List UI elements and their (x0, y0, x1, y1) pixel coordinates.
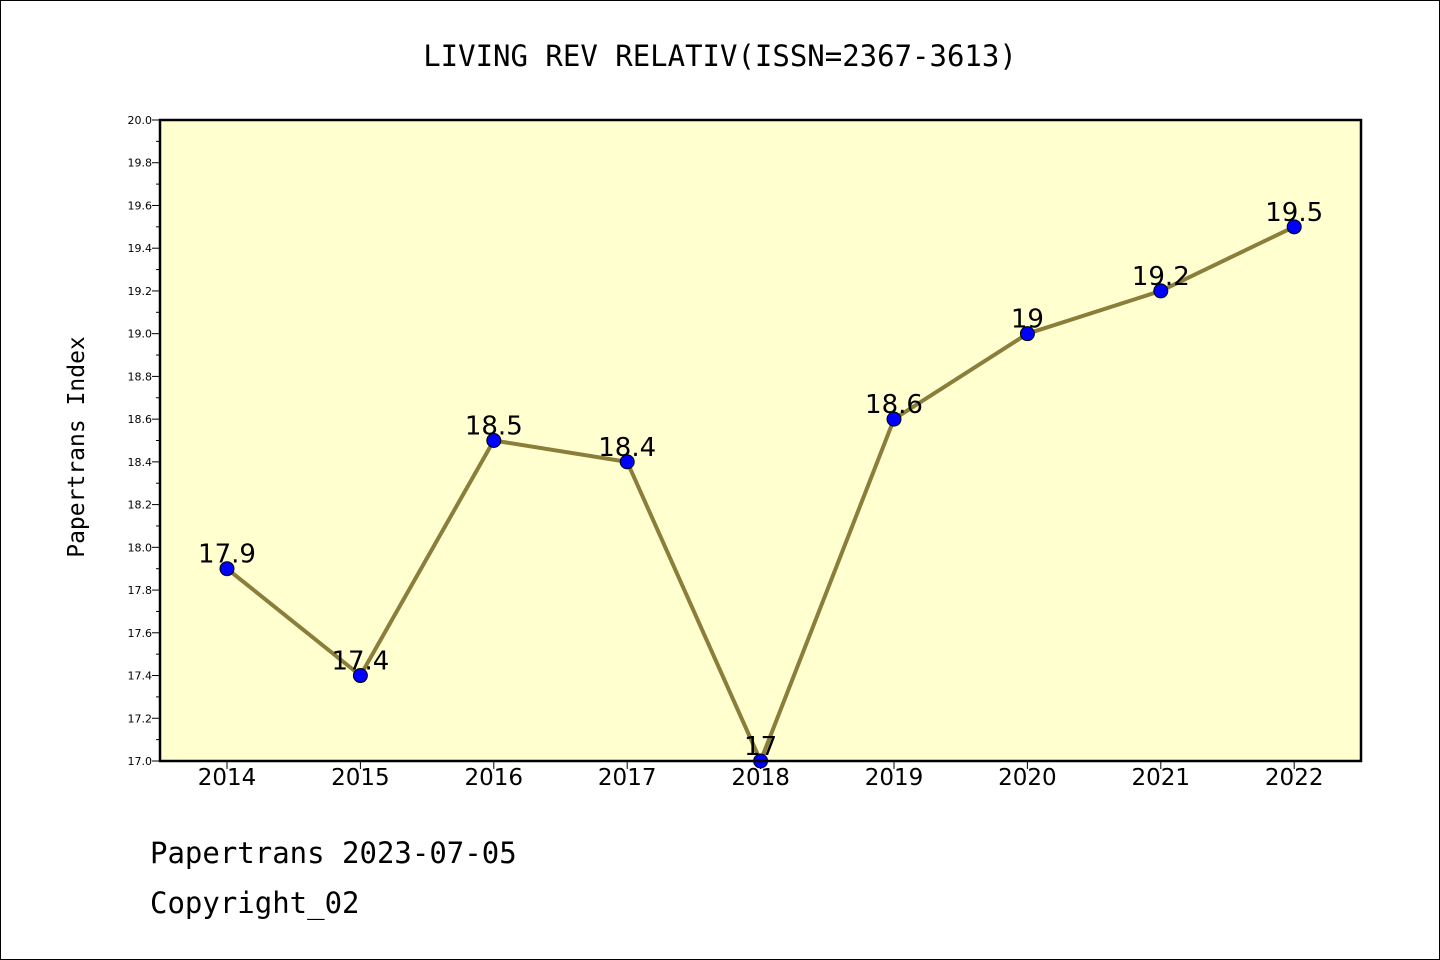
y-tick-label: 19.4 (128, 242, 153, 255)
y-tick-label: 19.2 (128, 285, 153, 298)
y-tick-label: 18.2 (128, 499, 153, 512)
y-tick-label: 18.8 (128, 370, 153, 383)
y-tick-label: 17.2 (128, 712, 153, 725)
data-label: 18.5 (465, 412, 523, 442)
data-label: 18.4 (598, 433, 656, 463)
x-tick-label: 2021 (1132, 765, 1191, 791)
x-tick-label: 2015 (331, 765, 390, 791)
x-tick-label: 2017 (598, 765, 657, 791)
y-tick-label: 17.4 (128, 670, 153, 683)
chart-title: LIVING REV RELATIV(ISSN=2367-3613) (423, 39, 1017, 73)
footer-date: Papertrans 2023-07-05 (150, 836, 517, 870)
x-tick-label: 2019 (865, 765, 924, 791)
data-point (886, 411, 902, 427)
data-label: 19 (1011, 305, 1044, 335)
y-tick-label: 17.6 (128, 627, 153, 640)
y-tick-label: 19.8 (128, 157, 153, 170)
y-tick-label: 17.8 (128, 584, 153, 597)
x-axis: 2014 2015 2016 2017 2018 2019 2020 2021 2022 (198, 761, 1324, 791)
x-tick-label: 2016 (465, 765, 524, 791)
data-label: 19.2 (1132, 262, 1190, 292)
x-tick-label: 2022 (1265, 765, 1324, 791)
data-point (352, 668, 368, 684)
x-tick-label: 2020 (998, 765, 1057, 791)
data-point (1286, 219, 1302, 235)
y-tick-label: 18.6 (128, 413, 153, 426)
y-tick-label: 18.4 (128, 456, 153, 469)
plot-border (158, 118, 1363, 763)
data-label: 17.4 (331, 647, 389, 677)
y-tick-label: 19.0 (128, 328, 153, 341)
y-tick-label: 20.0 (128, 114, 153, 127)
footer-copyright: Copyright_02 (150, 886, 360, 920)
data-label: 18.6 (865, 390, 923, 420)
x-tick-label: 2018 (731, 765, 790, 791)
x-tick-label: 2014 (198, 765, 257, 791)
y-axis: 17.0 17.2 17.4 17.6 17.8 18.0 18.2 18.4 18.6 18.8… (128, 114, 160, 768)
data-point (486, 433, 502, 448)
y-tick-label: 17.0 (128, 755, 153, 768)
y-tick-label: 19.6 (128, 199, 153, 212)
data-point (1153, 283, 1169, 299)
data-label: 19.5 (1265, 198, 1323, 228)
data-point (219, 561, 235, 577)
data-point (619, 454, 635, 470)
y-axis-label: Papertrans Index (64, 336, 90, 558)
plot-area (160, 120, 1361, 761)
data-label: 17.9 (198, 540, 256, 570)
y-tick-label: 18.0 (128, 541, 153, 554)
data-point (1019, 326, 1035, 342)
data-label: 17 (744, 732, 777, 762)
